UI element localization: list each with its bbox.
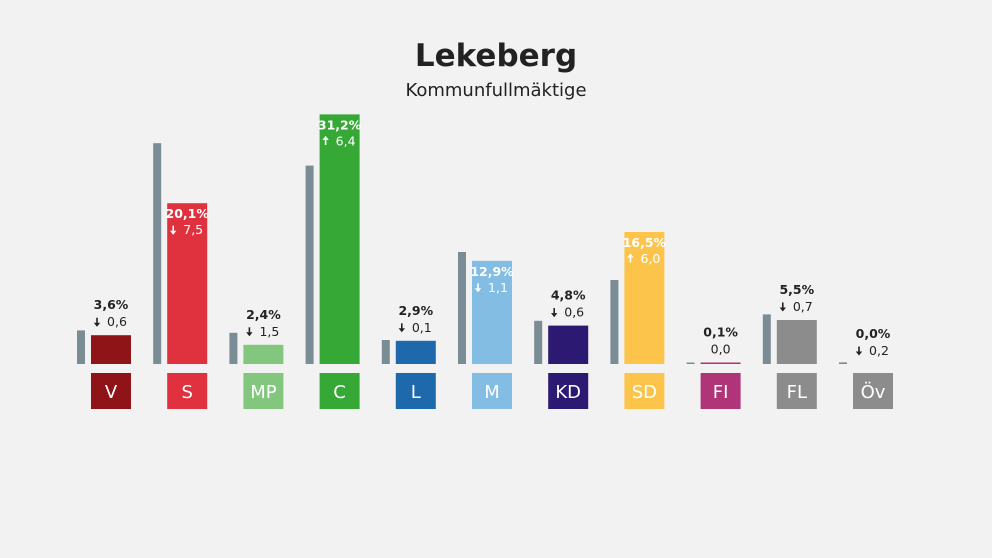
change-label-l: 0,1: [412, 320, 432, 335]
value-label-sd: 16,5%: [623, 235, 667, 250]
value-label-mp: 2,4%: [246, 307, 281, 322]
change-arrow-down-icon: [551, 308, 558, 318]
bar-l: [395, 340, 436, 364]
change-label-m: 1,1: [488, 280, 508, 295]
bar-m: [472, 260, 512, 364]
change-arrow-down-icon: [474, 283, 482, 293]
change-arrow-down-icon: [855, 346, 863, 356]
previous-bar-mp: [229, 332, 238, 364]
party-label-sd: SD: [632, 382, 657, 403]
change-label-v: 0,6: [107, 314, 127, 329]
party-box-m: [472, 373, 512, 409]
party-box-fi: [700, 373, 741, 409]
party-box-kd: [548, 373, 589, 409]
value-label-kd: 4,8%: [551, 288, 586, 303]
change-arrow-down-icon: [170, 225, 177, 235]
party-label-l: L: [411, 382, 421, 403]
bar-sd: [624, 232, 665, 364]
change-label-kd: 0,6: [564, 305, 584, 320]
previous-bar-v: [77, 330, 85, 364]
party-label-m: M: [484, 382, 500, 403]
party-label-fi: FI: [713, 382, 729, 403]
previous-bar-kd: [534, 320, 543, 364]
party-label-c: C: [333, 382, 346, 403]
change-arrow-down-icon: [93, 317, 101, 327]
change-arrow-down-icon: [779, 302, 786, 312]
bar-fl: [776, 320, 817, 364]
party-label-öv: Öv: [861, 381, 886, 403]
previous-bar-m: [458, 252, 466, 364]
change-arrow-up-icon: [627, 253, 634, 263]
change-arrow-up-icon: [322, 135, 329, 145]
party-box-öv: [853, 373, 893, 409]
value-label-fi: 0,1%: [703, 325, 738, 340]
previous-bar-l: [381, 340, 390, 364]
value-label-öv: 0,0%: [856, 326, 891, 341]
previous-bar-fl: [762, 314, 771, 364]
party-label-v: V: [105, 382, 118, 403]
party-box-fl: [776, 373, 817, 409]
party-label-mp: MP: [250, 382, 277, 403]
change-label-fl: 0,7: [793, 299, 813, 314]
previous-bar-c: [305, 165, 314, 364]
bar-v: [91, 335, 131, 364]
previous-bar-fi: [686, 362, 695, 364]
value-label-fl: 5,5%: [779, 282, 814, 297]
party-box-sd: [624, 373, 665, 409]
bar-c: [319, 114, 360, 365]
previous-bar-öv: [839, 362, 847, 364]
value-label-m: 12,9%: [470, 264, 514, 279]
party-box-s: [167, 373, 208, 409]
chart-subtitle: Kommunfullmäktige: [405, 80, 587, 101]
previous-bar-s: [153, 143, 162, 364]
change-arrow-down-icon: [398, 323, 405, 333]
change-label-c: 6,4: [336, 133, 356, 148]
party-label-kd: KD: [555, 382, 581, 403]
party-box-v: [91, 373, 131, 409]
party-box-c: [319, 373, 360, 409]
value-label-l: 2,9%: [398, 303, 433, 318]
previous-bar-sd: [610, 280, 619, 364]
party-label-fl: FL: [787, 382, 807, 403]
bar-kd: [548, 325, 589, 364]
change-label-sd: 6,0: [640, 251, 660, 266]
party-box-l: [395, 373, 436, 409]
value-label-c: 31,2%: [318, 117, 362, 132]
bar-fi: [700, 362, 741, 364]
value-label-s: 20,1%: [166, 206, 210, 221]
change-label-mp: 1,5: [259, 324, 279, 339]
party-label-s: S: [181, 382, 192, 403]
change-label-s: 7,5: [183, 222, 203, 237]
change-arrow-down-icon: [246, 327, 253, 337]
chart-title: Lekeberg: [414, 38, 578, 74]
value-label-v: 3,6%: [94, 297, 129, 312]
bar-mp: [243, 344, 284, 364]
party-box-mp: [243, 373, 284, 409]
change-label-fi: 0,0: [711, 342, 731, 357]
change-label-öv: 0,2: [869, 343, 889, 358]
